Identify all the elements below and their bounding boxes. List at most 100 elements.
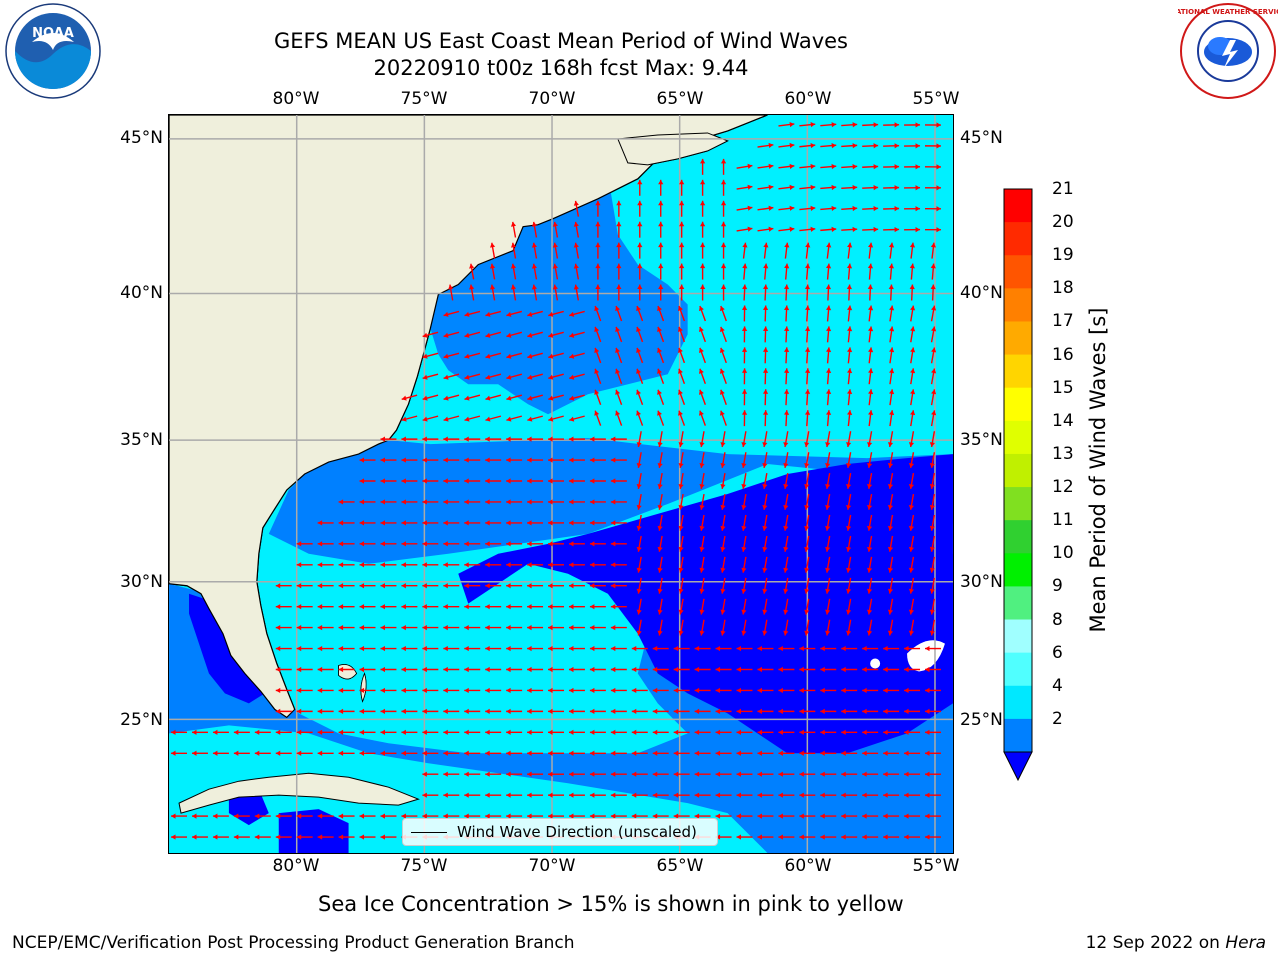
wave-direction-arrow: [799, 834, 816, 840]
wave-direction-arrow: [631, 792, 648, 798]
wave-direction-arrow: [506, 415, 523, 422]
wave-direction-arrow: [783, 556, 789, 573]
wave-direction-arrow: [741, 493, 747, 510]
wave-direction-arrow: [631, 687, 648, 694]
colorbar-bin: [1004, 420, 1032, 455]
wave-direction-arrow: [506, 813, 523, 819]
wave-direction-arrow: [883, 771, 900, 777]
wave-direction-arrow: [826, 389, 832, 406]
wave-direction-arrow: [359, 604, 376, 610]
wave-direction-arrow: [573, 221, 580, 238]
wave-direction-arrow: [275, 625, 292, 631]
wave-direction-arrow: [443, 331, 460, 338]
wave-direction-arrow: [589, 562, 606, 568]
wave-direction-arrow: [678, 368, 686, 385]
wave-direction-arrow: [868, 410, 874, 427]
wave-direction-arrow: [464, 750, 481, 756]
wave-direction-arrow: [636, 619, 642, 636]
colorbar-bin: [1004, 553, 1032, 587]
wave-direction-arrow: [485, 687, 502, 694]
wave-direction-arrow: [380, 687, 397, 694]
wave-direction-arrow: [422, 352, 439, 359]
wave-direction-arrow: [887, 619, 894, 636]
wave-direction-arrow: [904, 687, 921, 694]
wave-direction-arrow: [464, 373, 481, 380]
lon-tick-top: 60°W: [784, 89, 832, 109]
wave-direction-arrow: [506, 708, 523, 714]
wave-direction-arrow: [527, 331, 543, 338]
wave-direction-arrow: [589, 666, 606, 673]
wave-direction-arrow: [762, 347, 769, 364]
wave-direction-arrow: [296, 813, 313, 819]
wave-direction-arrow: [568, 604, 585, 610]
wave-direction-arrow: [736, 205, 753, 211]
wave-direction-arrow: [841, 164, 858, 170]
wave-direction-arrow: [531, 263, 538, 280]
wave-direction-arrow: [804, 305, 811, 322]
wave-direction-arrow: [443, 541, 460, 547]
wave-direction-arrow: [594, 368, 602, 385]
lon-tick-top: 70°W: [528, 89, 576, 109]
wave-direction-arrow: [359, 520, 376, 526]
wave-direction-arrow: [929, 619, 936, 636]
wave-direction-arrow: [552, 284, 559, 301]
wave-direction-arrow: [490, 263, 496, 280]
wave-direction-arrow: [595, 200, 601, 217]
wave-direction-arrow: [741, 473, 747, 489]
wave-direction-arrow: [589, 771, 606, 777]
wave-direction-arrow: [908, 452, 915, 469]
wave-direction-arrow: [275, 687, 292, 694]
wave-direction-arrow: [847, 326, 853, 343]
wave-direction-arrow: [862, 143, 879, 149]
wave-direction-arrow: [485, 352, 502, 359]
wave-direction-arrow: [826, 326, 832, 343]
wave-direction-arrow: [741, 431, 747, 448]
wave-direction-arrow: [929, 431, 936, 448]
wave-direction-arrow: [422, 478, 439, 484]
wave-direction-arrow: [841, 729, 858, 735]
wave-direction-arrow: [485, 625, 502, 631]
wave-direction-arrow: [548, 373, 564, 380]
wave-direction-arrow: [233, 729, 250, 735]
wave-direction-arrow: [657, 305, 665, 322]
wave-direction-arrow: [506, 687, 523, 694]
wave-direction-arrow: [422, 415, 439, 422]
wave-direction-arrow: [464, 520, 481, 526]
wave-direction-arrow: [338, 499, 355, 505]
wave-direction-arrow: [741, 305, 748, 322]
wave-direction-arrow: [296, 834, 313, 840]
colorbar-bin: [1004, 685, 1032, 720]
wave-direction-arrow: [652, 750, 669, 756]
wave-direction-arrow: [679, 263, 685, 280]
colorbar-tick-label: 9: [1052, 576, 1063, 597]
wave-direction-arrow: [485, 499, 502, 505]
lon-tick-bottom: 70°W: [528, 856, 576, 876]
wave-direction-arrow: [741, 347, 748, 364]
lat-tick-right: 40°N: [960, 283, 1003, 303]
wave-direction-arrow: [527, 436, 544, 442]
wave-direction-arrow: [359, 499, 376, 505]
wave-direction-arrow: [841, 834, 858, 840]
wave-direction-arrow: [929, 556, 936, 573]
wave-direction-arrow: [171, 813, 188, 819]
wave-direction-arrow: [595, 263, 601, 280]
wave-direction-arrow: [862, 750, 879, 756]
wave-direction-arrow: [657, 535, 663, 552]
wave-direction-arrow: [804, 577, 810, 594]
colorbar-tick-label: 6: [1052, 642, 1063, 663]
wave-direction-arrow: [778, 645, 795, 652]
wave-direction-arrow: [825, 493, 831, 510]
wave-direction-arrow: [736, 687, 753, 694]
wave-direction-arrow: [636, 577, 642, 594]
wave-direction-arrow: [631, 750, 648, 756]
wave-direction-arrow: [846, 556, 852, 573]
wave-direction-arrow: [715, 666, 732, 673]
wave-direction-arrow: [720, 221, 727, 238]
wave-direction-arrow: [846, 284, 852, 301]
wave-direction-arrow: [317, 729, 334, 735]
wave-direction-arrow: [799, 729, 816, 735]
wave-direction-arrow: [930, 347, 937, 364]
wave-direction-arrow: [548, 625, 564, 631]
wave-direction-arrow: [757, 226, 774, 232]
wave-direction-arrow: [820, 122, 837, 128]
